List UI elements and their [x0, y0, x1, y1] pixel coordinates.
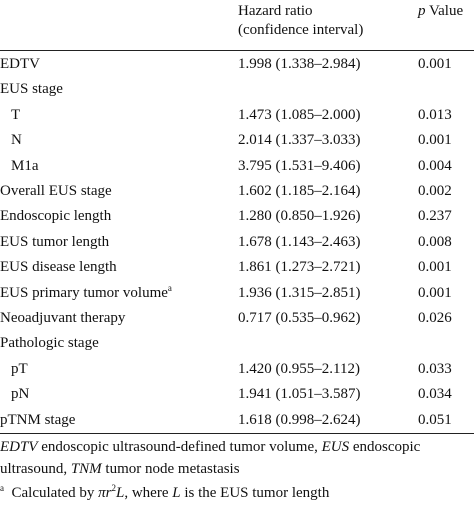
p-value-cell: 0.033	[418, 360, 452, 377]
p-value-cell: 0.004	[418, 157, 452, 174]
p-value-cell: 0.001	[418, 132, 452, 149]
volume-footnote: a Calculated by πr2L, where L is the EUS…	[0, 482, 474, 504]
table-row: EUS primary tumor volumea 1.936 (1.315–2.…	[0, 281, 474, 305]
footnote-marker: a	[0, 483, 4, 493]
p-value-cell: 0.013	[418, 106, 452, 123]
row-label: Neoadjuvant therapy	[0, 310, 126, 326]
p-value-header: p Value	[418, 2, 463, 21]
table-row: EUS tumor length 1.678 (1.143–2.463) 0.008	[0, 230, 474, 254]
p-value-cell: 0.008	[418, 233, 452, 250]
row-label: EUS disease length	[0, 259, 117, 276]
footnote-L: L	[116, 485, 125, 501]
hazard-ratio-cell: 1.473 (1.085–2.000)	[238, 106, 361, 123]
p-value-cell: 0.001	[418, 284, 452, 301]
row-label-wrap: EUS primary tumor volumea	[0, 281, 172, 305]
hazard-ratio-cell: 2.014 (1.337–3.033)	[238, 132, 361, 149]
table-row: EUS disease length 1.861 (1.273–2.721) 0.0…	[0, 255, 474, 279]
hazard-ratio-cell: 1.936 (1.315–2.851)	[238, 284, 361, 301]
hazard-ratio-cell: 1.998 (1.338–2.984)	[238, 56, 361, 72]
footnote-exponent: 2	[111, 483, 117, 493]
p-value-cell: 0.051	[418, 411, 452, 428]
abbrev-edtv: EDTV	[0, 439, 38, 455]
table-row: pN 1.941 (1.051–3.587) 0.034	[0, 382, 474, 406]
p-value-cell: 0.002	[418, 183, 452, 199]
row-label: pN	[11, 386, 30, 403]
p-value-cell: 0.237	[418, 208, 452, 225]
row-label: EUS tumor length	[0, 233, 110, 250]
row-label: T	[11, 106, 21, 123]
p-value-cell: 0.026	[418, 310, 452, 326]
bottom-rule	[0, 433, 474, 434]
row-label: M1a	[11, 157, 39, 174]
abbrev-eus: EUS	[321, 439, 350, 455]
footnote-pi: π	[98, 485, 106, 501]
row-label: EUS primary tumor volume	[0, 284, 168, 301]
row-label: EUS stage	[0, 81, 63, 98]
row-label: EDTV	[0, 56, 40, 72]
abbrev-tnm: TNM	[70, 461, 102, 477]
table-row: EDTV 1.998 (1.338–2.984) 0.001	[0, 52, 474, 76]
row-label: N	[11, 132, 22, 149]
row-label: pTNM stage	[0, 411, 76, 428]
p-value-header-rest: Value	[425, 3, 464, 19]
header-rule	[0, 50, 474, 51]
row-label: pT	[11, 360, 28, 377]
p-value-cell: 0.001	[418, 259, 452, 276]
row-label: Overall EUS stage	[0, 183, 112, 199]
abbrev-eus-def: endoscopic ultrasound,	[0, 439, 421, 477]
table-footnotes: EDTV endoscopic ultrasound-defined tumor…	[0, 436, 474, 504]
footnote-text-3: is the EUS tumor length	[180, 485, 330, 501]
table-row: pT 1.420 (0.955–2.112) 0.033	[0, 357, 474, 381]
hazard-ratio-cell: 3.795 (1.531–9.406)	[238, 157, 361, 174]
table-row: Endoscopic length 1.280 (0.850–1.926) 0.23…	[0, 204, 474, 228]
abbrev-edtv-def: endoscopic ultrasound-defined tumor volu…	[37, 439, 322, 455]
table-row: Neoadjuvant therapy 0.717 (0.535–0.962) 0.…	[0, 306, 474, 330]
table-row: EUS stage	[0, 77, 474, 101]
abbrev-tnm-def: tumor node metastasis	[101, 461, 240, 477]
footnote-L2: L	[172, 485, 181, 501]
table-row: N 2.014 (1.337–3.033) 0.001	[0, 128, 474, 152]
footnote-r: r	[105, 485, 112, 501]
hazard-ratio-cell: 1.861 (1.273–2.721)	[238, 259, 361, 276]
hazard-ratio-cell: 1.420 (0.955–2.112)	[238, 360, 360, 377]
hazard-ratio-cell: 1.941 (1.051–3.587)	[238, 386, 361, 403]
p-value-cell: 0.001	[418, 56, 452, 72]
table-row: T 1.473 (1.085–2.000) 0.013	[0, 103, 474, 127]
abbreviation-note: EDTV endoscopic ultrasound-defined tumor…	[0, 436, 474, 480]
hazard-ratio-cell: 1.280 (0.850–1.926)	[238, 208, 361, 225]
hazard-ratio-header-line2: (confidence interval)	[238, 22, 364, 38]
row-label-footnote-marker: a	[167, 282, 172, 293]
hazard-ratio-cell: 1.602 (1.185–2.164)	[238, 183, 361, 199]
table-row: pTNM stage 1.618 (0.998–2.624) 0.051	[0, 408, 474, 432]
table-header: Hazard ratio (confidence interval) p Val…	[0, 0, 474, 50]
hazard-ratio-cell: 1.678 (1.143–2.463)	[238, 233, 361, 250]
p-value-header-p: p	[418, 3, 426, 19]
row-label: Endoscopic length	[0, 208, 112, 225]
footnote-text-1: Calculated by	[11, 485, 99, 501]
row-label: Pathologic stage	[0, 335, 99, 352]
table-row: M1a 3.795 (1.531–9.406) 0.004	[0, 154, 474, 178]
hazard-ratio-header: Hazard ratio (confidence interval)	[238, 2, 363, 40]
table-row: Pathologic stage	[0, 331, 474, 355]
footnote-text-2: , where	[124, 485, 173, 501]
hazard-ratio-cell: 0.717 (0.535–0.962)	[238, 310, 361, 326]
p-value-cell: 0.034	[418, 386, 452, 403]
hazard-ratio-header-line1: Hazard ratio	[238, 3, 313, 19]
hazard-ratio-cell: 1.618 (0.998–2.624)	[238, 411, 361, 428]
table-row: Overall EUS stage 1.602 (1.185–2.164) 0.00…	[0, 179, 474, 203]
